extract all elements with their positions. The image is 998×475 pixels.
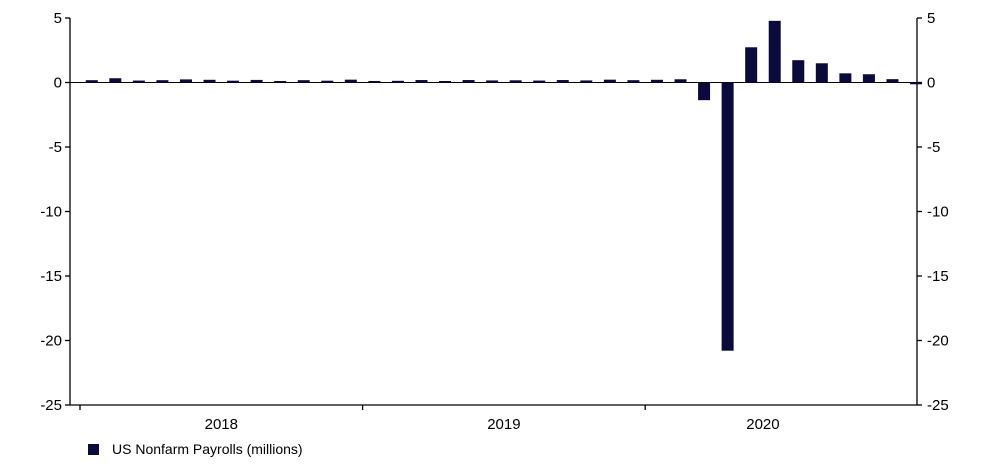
chart-legend: US Nonfarm Payrolls (millions) — [88, 441, 303, 457]
bar — [203, 79, 216, 83]
bar — [580, 80, 593, 83]
chart-bars — [85, 20, 923, 351]
bar — [297, 80, 310, 83]
bar — [439, 81, 452, 83]
bar — [886, 79, 899, 83]
y-tick-label-left: -5 — [49, 139, 62, 156]
y-tick-label-left: -20 — [40, 333, 62, 350]
x-tick-label: 2019 — [487, 416, 520, 433]
bar — [250, 79, 263, 83]
bar — [768, 20, 781, 83]
chart-labels: 5 5 0 0 -5 -5 -10 -10 -15 -15 -20 -20 -25 -25 2018 2019… — [40, 10, 948, 433]
bar — [415, 80, 428, 83]
x-tick-label: 2020 — [746, 416, 779, 433]
bar — [109, 78, 122, 83]
bar — [486, 80, 499, 83]
bar — [815, 63, 828, 83]
legend-label: US Nonfarm Payrolls (millions) — [112, 441, 303, 457]
bar — [745, 47, 758, 83]
x-tick-label: 2018 — [205, 416, 238, 433]
y-tick-label-left: 5 — [54, 10, 62, 27]
y-tick-label-left: -10 — [40, 204, 62, 221]
bar — [839, 73, 852, 83]
bar — [85, 80, 98, 83]
bar — [274, 81, 287, 83]
bar — [391, 80, 404, 83]
bar — [132, 80, 145, 83]
bar — [792, 60, 805, 83]
y-tick-label-right: -5 — [927, 139, 940, 156]
bar — [344, 79, 357, 83]
bar — [910, 82, 923, 85]
bar — [462, 80, 475, 83]
y-tick-label-right: 5 — [927, 10, 935, 27]
bar — [698, 82, 711, 101]
bar — [368, 81, 381, 83]
bar — [179, 79, 192, 83]
y-tick-label-right: 0 — [927, 75, 935, 92]
y-tick-label-left: -25 — [40, 397, 62, 414]
bar — [650, 79, 663, 83]
y-tick-label-right: -25 — [927, 397, 949, 414]
y-tick-label-left: -15 — [40, 268, 62, 285]
y-tick-label-left: 0 — [54, 75, 62, 92]
bar — [627, 80, 640, 83]
y-tick-label-right: -10 — [927, 204, 949, 221]
bar — [721, 82, 734, 351]
bar — [509, 80, 522, 83]
bar — [533, 80, 546, 83]
y-tick-label-right: -15 — [927, 268, 949, 285]
bar — [556, 80, 569, 83]
legend-swatch — [88, 443, 99, 455]
bar — [674, 79, 687, 83]
bar — [603, 79, 616, 83]
bar-chart: 5 5 0 0 -5 -5 -10 -10 -15 -15 -20 -20 -25 -25 2018 2019… — [40, 10, 948, 433]
bar — [227, 80, 240, 83]
bar — [321, 80, 334, 83]
bar — [156, 80, 169, 83]
y-tick-label-right: -20 — [927, 333, 949, 350]
bar — [862, 74, 875, 83]
